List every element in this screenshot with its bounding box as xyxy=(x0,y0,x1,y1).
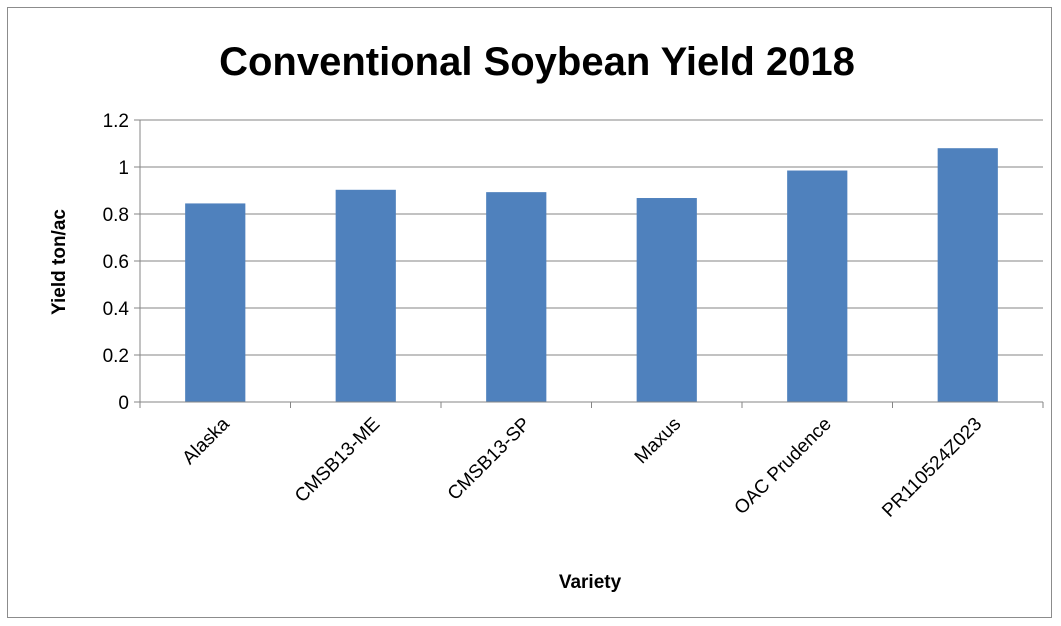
x-tick-label: OAC Prudence xyxy=(731,414,836,519)
bars xyxy=(185,148,998,402)
y-axis-title: Yield ton/ac xyxy=(49,209,70,315)
x-tick-label: Maxus xyxy=(631,414,685,468)
x-tick-label: CMSB13-SP xyxy=(444,414,535,505)
x-tick-label: Alaska xyxy=(179,413,234,468)
chart-title: Conventional Soybean Yield 2018 xyxy=(219,40,855,84)
bar-cmsb13-sp xyxy=(486,192,547,402)
y-tick-label: 0.4 xyxy=(103,299,130,320)
y-tick-label: 0.8 xyxy=(103,205,129,226)
x-axis-title: Variety xyxy=(559,572,622,593)
y-tick-label: 1.2 xyxy=(103,111,129,132)
bar-cmsb13-me xyxy=(335,189,396,402)
bar-maxus xyxy=(636,198,697,402)
y-tick-label: 0.2 xyxy=(103,346,129,367)
x-tick-label: PR110524Z023 xyxy=(878,414,986,522)
axes xyxy=(134,119,1044,408)
bar-alaska xyxy=(185,203,246,402)
bar-oac-prudence xyxy=(787,170,848,402)
x-tick-labels: Alaska CMSB13-ME CMSB13-SP Maxus OAC Prudenc… xyxy=(179,413,987,521)
y-tick-label: 0.6 xyxy=(103,252,129,273)
y-tick-labels: 0 0.2 0.4 0.6 0.8 1 1.2 xyxy=(103,111,130,414)
y-tick-label: 1 xyxy=(118,158,129,179)
gridlines xyxy=(140,119,1043,356)
x-tick-label: CMSB13-ME xyxy=(291,414,384,507)
bar-pr110524z023 xyxy=(937,148,998,402)
y-tick-label: 0 xyxy=(118,393,129,414)
